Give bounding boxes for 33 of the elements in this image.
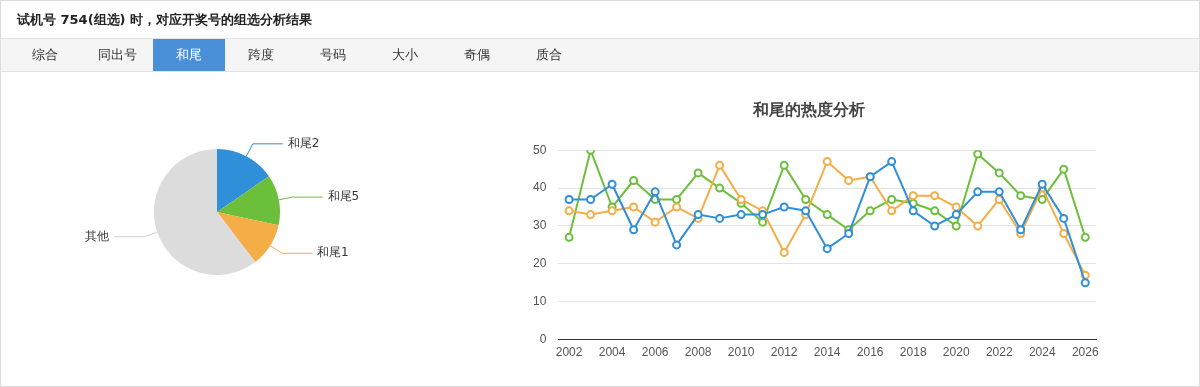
text: 奇偶 bbox=[463, 46, 491, 64]
text: 和尾 bbox=[153, 39, 225, 71]
text: 综合 bbox=[31, 46, 59, 64]
x-tick-label: 2024 bbox=[1028, 345, 1056, 360]
text: 质合 bbox=[535, 46, 563, 64]
y-tick-label: 50 bbox=[532, 142, 547, 157]
x-tick-label: 2020 bbox=[942, 345, 970, 360]
y-tick-label: 30 bbox=[532, 218, 547, 233]
x-tick-label: 2008 bbox=[684, 345, 712, 360]
slice-label: 和尾5 bbox=[327, 189, 360, 204]
text: 同出号 bbox=[96, 46, 138, 64]
slice-label: 和尾1 bbox=[317, 245, 349, 260]
y-tick-label: 20 bbox=[532, 256, 547, 271]
text: 大小 bbox=[391, 46, 419, 64]
x-tick-label: 2006 bbox=[641, 345, 669, 360]
x-tick-label: 2016 bbox=[856, 345, 884, 360]
x-tick-label: 2002 bbox=[555, 345, 583, 360]
y-tick-label: 0 bbox=[539, 331, 547, 346]
slice-label: 和尾2 bbox=[287, 135, 320, 150]
y-tick-label: 40 bbox=[532, 180, 547, 195]
text: 试机号 754(组选) 时，对应开奖号的组选分析结果 bbox=[1, 1, 1199, 39]
text: 跨度 bbox=[247, 46, 275, 64]
x-tick-label: 2014 bbox=[813, 345, 841, 360]
y-tick-label: 10 bbox=[532, 294, 547, 309]
text: 号码 bbox=[319, 46, 347, 64]
slice-label: 其他 bbox=[85, 228, 110, 243]
x-tick-label: 2022 bbox=[985, 345, 1013, 360]
x-tick-label: 2012 bbox=[770, 345, 798, 360]
x-tick-label: 2026 bbox=[1071, 345, 1099, 360]
x-tick-label: 2004 bbox=[598, 345, 626, 360]
x-tick-label: 2010 bbox=[727, 345, 755, 360]
chart-title: 和尾的热度分析 bbox=[751, 99, 865, 119]
x-tick-label: 2018 bbox=[899, 345, 927, 360]
